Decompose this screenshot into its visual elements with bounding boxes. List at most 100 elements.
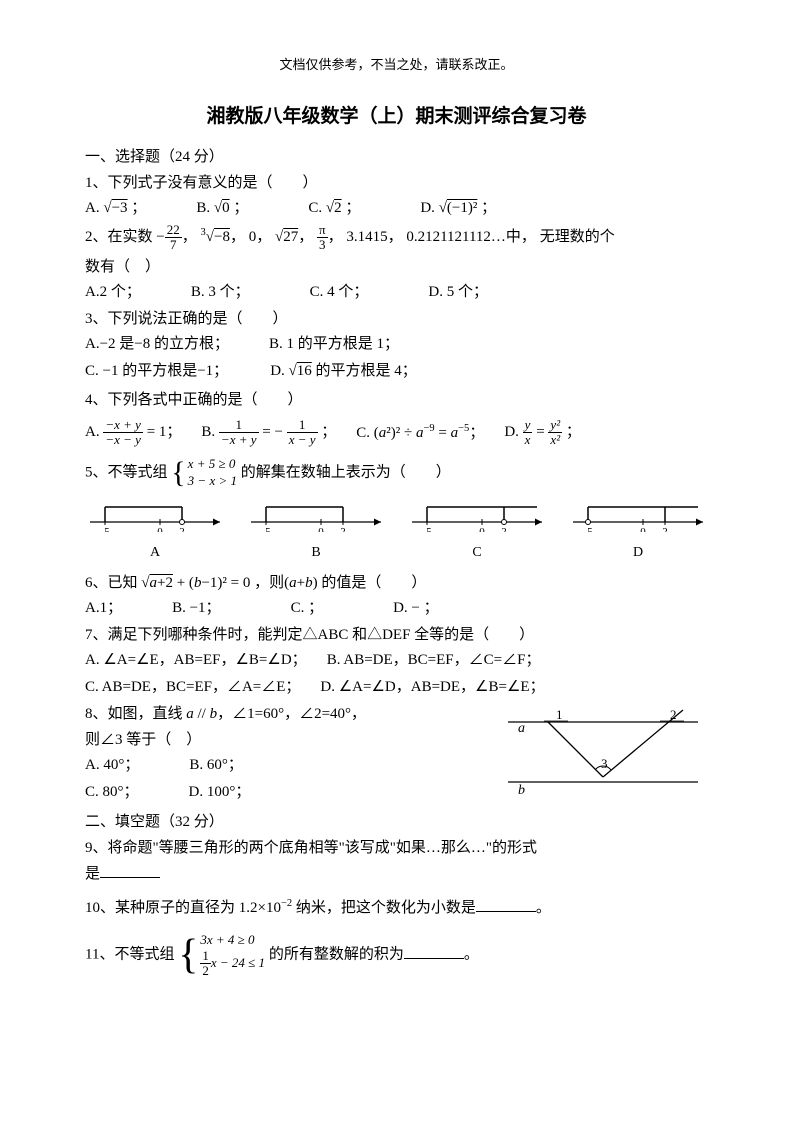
question-8-options-row2: C. 80°； D. 100°； xyxy=(85,781,478,804)
q8-option-a: A. 40°； xyxy=(85,754,139,777)
svg-text:-5: -5 xyxy=(422,526,432,532)
fig-angle3: 3 xyxy=(601,756,608,771)
fig-b-label: b xyxy=(518,783,525,797)
header-note: 文档仅供参考，不当之处，请联系改正。 xyxy=(85,55,708,75)
question-4: 4、下列各式中正确的是（ ） xyxy=(85,388,708,412)
question-5: 5、不等式组 { x + 5 ≥ 0 3 − x > 1 的解集在数轴上表示为（… xyxy=(85,456,708,490)
q11-ineq1: 3x + 4 ≥ 0 xyxy=(200,932,254,947)
svg-text:0: 0 xyxy=(157,526,163,532)
q11-end: 。 xyxy=(464,947,479,963)
q4-option-d: D. yx = y²x² ； xyxy=(504,418,581,448)
question-10: 10、某种原子的直径为 1.2×10−2 纳米，把这个数化为小数是。 xyxy=(85,896,708,920)
svg-text:-5: -5 xyxy=(583,526,593,532)
q2-item4: √27 xyxy=(275,229,298,245)
q4-d-den1: x xyxy=(523,433,533,447)
question-1-options: A. √−3 ； B. √0 ； C. √2 ； D. √(−1)² ； xyxy=(85,197,708,220)
q4-option-a: A. −x + y−x − y = 1； xyxy=(85,418,181,448)
q6-option-a: A.1； xyxy=(85,597,122,620)
q4-option-c: C. (a²)² ÷ a−9 = a−5； xyxy=(356,421,484,445)
svg-text:-5: -5 xyxy=(261,526,271,532)
question-9-line1: 9、将命题"等腰三角形的两个底角相等"该写成"如果…那么…"的形式 xyxy=(85,836,708,860)
q3-option-c: C. −1 的平方根是−1； xyxy=(85,360,228,383)
q2-item2: 3√−8 xyxy=(201,229,230,245)
question-1: 1、下列式子没有意义的是（ ） xyxy=(85,171,708,195)
q1-option-b: B. √0 ； xyxy=(196,197,248,220)
q4-a-eq: = 1； xyxy=(147,424,182,440)
q8-option-c: C. 80°； xyxy=(85,781,139,804)
question-8-options-row1: A. 40°； B. 60°； xyxy=(85,754,478,777)
q5-line-c: -5 0 2 C xyxy=(407,497,547,563)
q2-item6: 3.1415 xyxy=(346,229,387,245)
q11-ineq2-num: 1 xyxy=(200,949,211,964)
q5-ineq2: 3 − x > 1 xyxy=(188,473,237,488)
q7-option-c: C. AB=DE，BC=EF，∠A=∠E； xyxy=(85,676,300,699)
question-4-options: A. −x + y−x − y = 1； B. 1−x + y = − 1x −… xyxy=(85,418,708,448)
question-3-options-row2: C. −1 的平方根是−1； D. √16 的平方根是 4； xyxy=(85,360,708,383)
q5-label-a: A xyxy=(85,542,225,563)
q2-prefix: 2、在实数 xyxy=(85,229,153,245)
q4-d-end: ； xyxy=(566,424,581,440)
q3-option-b: B. 1 的平方根是 1； xyxy=(269,333,399,356)
q5-label-b: B xyxy=(246,542,386,563)
number-line-d-svg: -5 0 2 xyxy=(568,497,708,532)
q1-option-c: C. √2 ； xyxy=(308,197,360,220)
q10-text: 10、某种原子的直径为 1.2×10−2 纳米，把这个数化为小数是 xyxy=(85,900,476,916)
question-8-line1: 8、如图，直线 a // b，∠1=60°，∠2=40°， xyxy=(85,702,478,726)
q6-option-c: C. ； xyxy=(291,597,324,620)
q10-blank[interactable] xyxy=(476,897,536,912)
q4-d-label: D. xyxy=(504,424,519,440)
q2-item1-num: 22 xyxy=(165,223,182,238)
q4-b-den2: x − y xyxy=(287,433,318,447)
number-line-b-svg: -5 0 2 xyxy=(246,497,386,532)
q2-option-d: D. 5 个； xyxy=(428,281,488,304)
q9-blank[interactable] xyxy=(100,863,160,878)
question-6-options: A.1； B. −1； C. ； D. − ； xyxy=(85,597,708,620)
q6-option-b: B. −1； xyxy=(172,597,220,620)
q5-suffix: 的解集在数轴上表示为（ ） xyxy=(241,464,451,480)
question-3-options-row1: A.−2 是−8 的立方根； B. 1 的平方根是 1； xyxy=(85,333,708,356)
q4-b-den1: −x + y xyxy=(219,433,259,447)
q4-option-b: B. 1−x + y = − 1x − y ； xyxy=(201,418,336,448)
q4-b-num2: 1 xyxy=(287,418,318,433)
question-3: 3、下列说法正确的是（ ） xyxy=(85,307,708,331)
question-9-line2: 是 xyxy=(85,862,708,886)
question-11: 11、不等式组 { 3x + 4 ≥ 0 12x − 24 ≤ 1 的所有整数解… xyxy=(85,932,708,978)
q5-ineq1: x + 5 ≥ 0 xyxy=(188,456,236,471)
svg-text:2: 2 xyxy=(179,526,185,532)
q11-ineq2-den: 2 xyxy=(200,964,211,978)
q2-option-c: C. 4 个； xyxy=(310,281,369,304)
question-2: 2、在实数 −227， 3√−8， 0， √27， π3， 3.1415， 0.… xyxy=(85,223,708,253)
q4-d-mid: = xyxy=(536,424,548,440)
svg-text:0: 0 xyxy=(318,526,324,532)
q4-a-num: −x + y xyxy=(103,418,143,433)
q5-line-b: -5 0 2 B xyxy=(246,497,386,563)
q4-b-mid: = − xyxy=(262,424,283,440)
fig-angle1: 1 xyxy=(556,707,563,722)
section-2-header: 二、填空题（32 分） xyxy=(85,811,708,834)
q4-a-label: A. xyxy=(85,424,100,440)
q4-d-num2: y² xyxy=(548,418,562,433)
number-line-c-svg: -5 0 2 xyxy=(407,497,547,532)
q1-option-d: D. √(−1)² ； xyxy=(420,197,496,220)
q7-option-b: B. AB=DE，BC=EF，∠C=∠F； xyxy=(327,649,541,672)
exam-title: 湘教版八年级数学（上）期末测评综合复习卷 xyxy=(85,103,708,132)
q5-line-a: -5 0 2 A xyxy=(85,497,225,563)
question-8-line2: 则∠3 等于（ ） xyxy=(85,728,478,752)
q2-item5-den: 3 xyxy=(317,238,328,252)
q1-option-a: A. √−3 ； xyxy=(85,197,146,220)
q5-label-d: D xyxy=(568,542,708,563)
question-5-number-lines: -5 0 2 A -5 0 2 B -5 0 2 xyxy=(85,497,708,563)
svg-text:2: 2 xyxy=(340,526,346,532)
q6-option-d: D. − ； xyxy=(393,597,439,620)
fig-angle2: 2 xyxy=(670,707,677,722)
q8-option-b: B. 60°； xyxy=(189,754,243,777)
svg-text:0: 0 xyxy=(640,526,646,532)
q2-item7: 0.2121121112…中， xyxy=(406,229,536,245)
q2-option-b: B. 3 个； xyxy=(191,281,250,304)
question-8-figure: a b 1 2 3 xyxy=(488,702,708,805)
q4-b-label: B. xyxy=(201,424,215,440)
q8-option-d: D. 100°； xyxy=(189,781,251,804)
q6-prefix: 6、已知 xyxy=(85,575,138,591)
question-7-options-row1: A. ∠A=∠E，AB=EF，∠B=∠D； B. AB=DE，BC=EF，∠C=… xyxy=(85,649,708,672)
q11-blank[interactable] xyxy=(404,944,464,959)
